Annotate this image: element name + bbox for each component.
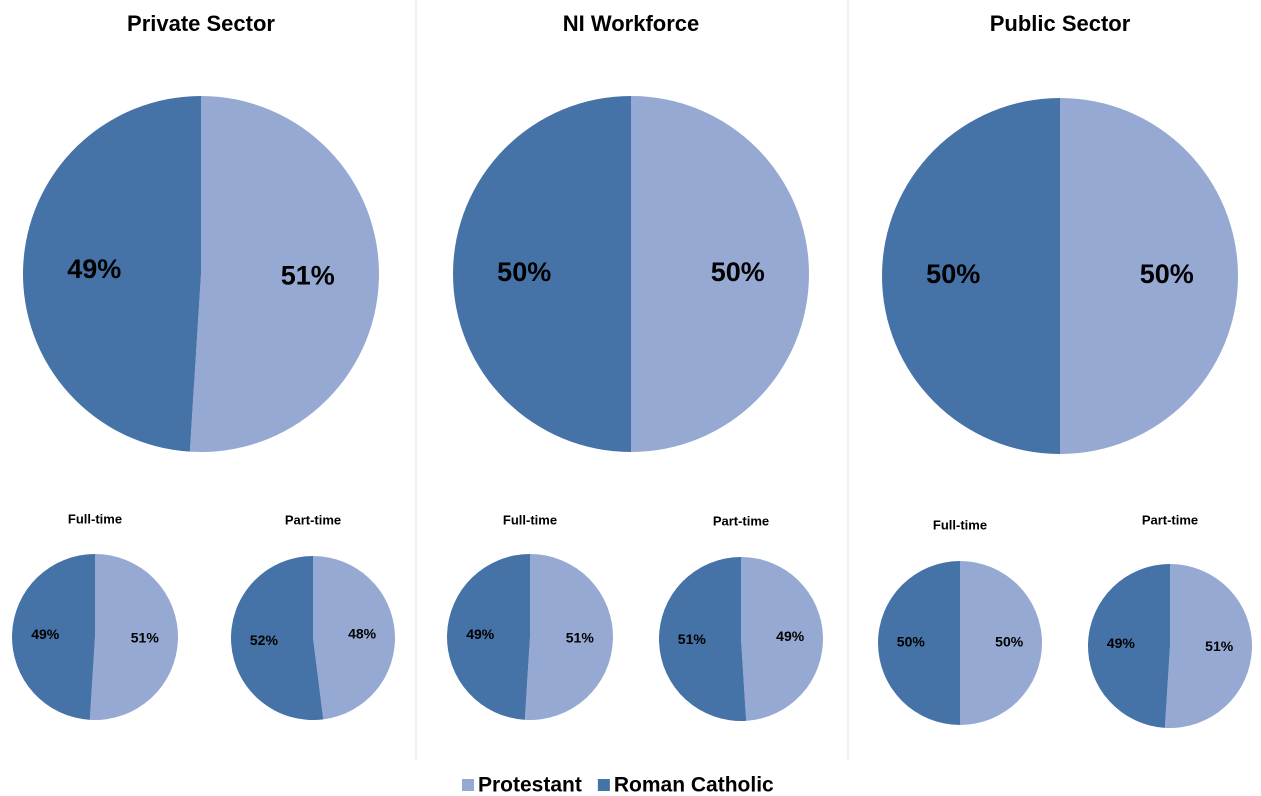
- pie-slice: [453, 96, 631, 452]
- legend-label: Roman Catholic: [614, 774, 774, 796]
- legend-label: Protestant: [478, 774, 582, 796]
- data-label: 49%: [31, 626, 60, 642]
- pie-slice: [1164, 564, 1253, 728]
- data-label: 49%: [67, 254, 121, 284]
- data-label: 51%: [131, 629, 160, 645]
- legend-swatch: [597, 779, 610, 791]
- pie-title: Part-time: [1142, 512, 1198, 527]
- data-label: 51%: [1205, 638, 1234, 654]
- pie-title: Part-time: [285, 512, 341, 527]
- pie-title: Private Sector: [127, 11, 275, 36]
- data-label: 50%: [497, 257, 551, 287]
- pie-slice: [189, 96, 380, 452]
- pie-slice: [11, 554, 96, 720]
- data-label: 51%: [678, 631, 707, 647]
- pie-slice: [659, 557, 747, 721]
- pie-slice: [1060, 98, 1238, 454]
- pie-title: Full-time: [933, 517, 987, 532]
- data-label: 50%: [897, 634, 926, 650]
- pie-slice: [1088, 564, 1170, 728]
- pie-slice: [878, 561, 960, 725]
- data-label: 50%: [995, 634, 1024, 650]
- data-label: 50%: [1140, 259, 1194, 289]
- data-label: 49%: [776, 628, 805, 644]
- data-label: 50%: [926, 259, 980, 289]
- pie-title: Part-time: [713, 513, 769, 528]
- pie-slice: [741, 557, 824, 721]
- data-label: 51%: [281, 260, 335, 290]
- data-label: 50%: [711, 257, 765, 287]
- data-label: 51%: [566, 629, 595, 645]
- pie-slice: [23, 96, 202, 452]
- pie-slice: [882, 98, 1060, 454]
- pie-slice: [89, 554, 178, 720]
- data-label: 49%: [466, 626, 495, 642]
- pie-slice: [230, 556, 324, 720]
- data-label: 48%: [348, 626, 377, 642]
- pie-slice: [446, 554, 530, 720]
- pie-slice: [960, 561, 1042, 725]
- data-label: 52%: [250, 632, 279, 648]
- legend-swatch: [462, 779, 474, 791]
- pie-title: Full-time: [503, 512, 557, 527]
- pie-title: Public Sector: [990, 11, 1131, 36]
- pie-slice: [313, 556, 395, 720]
- pie-title: Full-time: [68, 511, 122, 526]
- pie-title: NI Workforce: [563, 11, 700, 36]
- data-label: 49%: [1107, 635, 1136, 651]
- pie-slice: [524, 554, 613, 720]
- pie-slice: [631, 96, 809, 452]
